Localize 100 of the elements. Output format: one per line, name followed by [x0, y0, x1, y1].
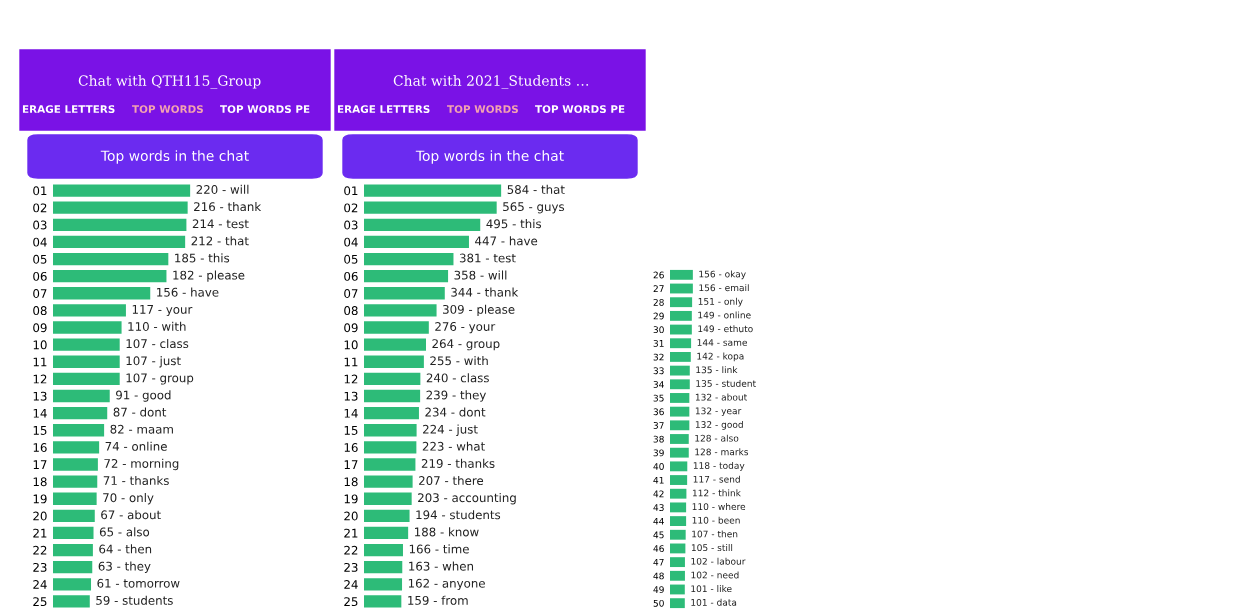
bar: [364, 458, 416, 471]
y-tick-label: 41: [653, 476, 664, 484]
y-tick-label: 07: [33, 289, 47, 298]
data-label: 118 - today: [693, 461, 745, 471]
y-tick-label: 09: [33, 323, 47, 333]
y-tick-label: 02: [33, 203, 47, 213]
bar: [670, 283, 693, 294]
bar: [364, 441, 417, 454]
bar: [364, 287, 445, 300]
bar: [364, 304, 437, 317]
y-tick-label: 46: [653, 545, 664, 552]
bar: [53, 424, 105, 437]
data-label: 91 - good: [116, 390, 171, 402]
bar: [53, 184, 191, 197]
y-tick-label: 09: [344, 323, 358, 333]
data-label: 358 - will: [454, 270, 507, 280]
y-tick-label: 48: [653, 572, 664, 580]
y-tick-label: 33: [653, 367, 664, 375]
bar: [670, 379, 690, 390]
y-tick-label: 35: [653, 394, 664, 402]
y-tick-label: 18: [33, 477, 47, 487]
bar: [670, 406, 690, 417]
data-label: 185 - this: [175, 253, 230, 263]
y-tick-label: 28: [653, 298, 664, 306]
data-label: 234 - dont: [425, 407, 486, 417]
y-tick-label: 24: [33, 580, 47, 589]
y-tick-label: 01: [33, 186, 47, 196]
y-tick-label: 16: [33, 443, 47, 453]
bar: [53, 441, 100, 454]
data-label: 74 - online: [105, 441, 167, 451]
data-label: 101 - like: [691, 585, 732, 593]
bar: [364, 270, 449, 283]
bar: [53, 595, 90, 608]
data-label: 163 - when: [409, 561, 474, 571]
y-tick-label: 08: [33, 306, 47, 316]
data-label: 224 - just: [423, 424, 478, 436]
y-tick-label: 19: [344, 494, 358, 504]
bar: [364, 543, 403, 557]
bar: [670, 420, 690, 431]
y-tick-label: 22: [33, 545, 47, 555]
bar: [670, 570, 685, 581]
y-tick-label: 23: [33, 562, 47, 572]
y-tick-label: 03: [344, 220, 358, 230]
bar: [670, 310, 692, 321]
bar: [53, 218, 187, 231]
data-label: 149 - ethuto: [698, 325, 753, 333]
text: TOP WORDS PE: [220, 105, 310, 114]
data-label: 59 - students: [96, 595, 173, 605]
data-label: 194 - students: [416, 510, 501, 520]
data-label: 102 - labour: [691, 557, 746, 565]
y-tick-label: 40: [653, 463, 664, 470]
y-tick-label: 36: [653, 408, 664, 416]
bar: [53, 561, 93, 574]
data-label: 276 - your: [435, 322, 496, 334]
data-label: 212 - that: [191, 236, 249, 246]
data-label: 220 - will: [196, 184, 249, 194]
data-label: 495 - this: [486, 219, 542, 229]
y-tick-label: 11: [33, 357, 47, 367]
y-tick-label: 25: [33, 597, 47, 607]
bar: [53, 201, 188, 214]
bar: [53, 509, 95, 522]
bar: [670, 434, 689, 444]
bar: [670, 338, 692, 349]
data-label: 240 - class: [426, 373, 489, 383]
data-label: 64 - then: [99, 544, 152, 554]
data-label: 188 - know: [415, 527, 479, 537]
data-label: 159 - from: [408, 595, 468, 605]
data-label: 63 - they: [98, 561, 151, 573]
y-tick-label: 24: [344, 580, 358, 589]
y-tick-label: 47: [653, 558, 664, 566]
data-label: 71 - thanks: [103, 475, 169, 486]
bar: [53, 287, 151, 300]
bar: [364, 184, 502, 197]
data-label: 166 - time: [409, 544, 469, 554]
bar: [364, 526, 409, 540]
bar: [53, 406, 108, 420]
bar: [364, 321, 429, 334]
chart-subtitle: Chat with 2021_Students …: [393, 75, 589, 89]
data-label: 105 - still: [691, 544, 733, 552]
data-label: 144 - same: [697, 339, 747, 346]
data-label: 107 - just: [126, 356, 181, 368]
data-label: 142 - kopa: [697, 352, 744, 362]
y-tick-label: 14: [33, 409, 47, 418]
bar: [53, 526, 94, 540]
data-label: 135 - student: [696, 379, 756, 387]
y-tick-label: 43: [653, 504, 664, 511]
bar: [53, 492, 97, 505]
data-label: 162 - anyone: [408, 578, 485, 591]
data-label: 182 - please: [173, 270, 245, 282]
bar: [364, 355, 424, 368]
data-label: 565 - guys: [503, 202, 565, 214]
y-tick-label: 32: [653, 353, 664, 361]
data-label: 264 - group: [432, 339, 500, 351]
bar: [670, 352, 691, 362]
data-label: 132 - about: [695, 393, 747, 401]
bar: [53, 304, 126, 317]
y-tick-label: 10: [344, 340, 358, 350]
bar: [53, 235, 186, 249]
y-tick-label: 11: [344, 357, 358, 367]
bar: [364, 424, 417, 437]
